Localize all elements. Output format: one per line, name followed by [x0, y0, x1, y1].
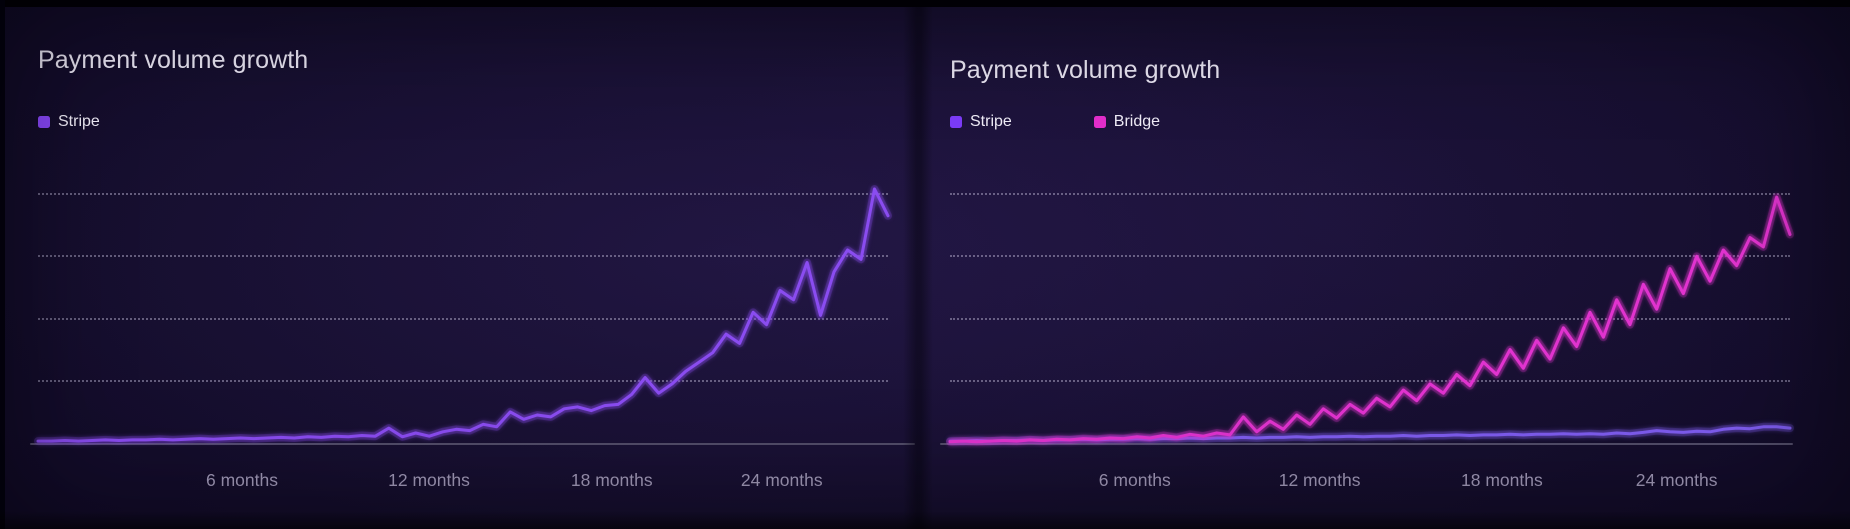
legend-swatch-stripe: [950, 116, 962, 128]
letterbox-top: [0, 0, 1850, 7]
x-axis-label: 6 months: [206, 470, 278, 490]
x-axis-label: 24 months: [1635, 470, 1718, 490]
chart-panel-left: Payment volume growth Stripe 6 months 12 …: [0, 0, 915, 529]
plot-area: 6 months 12 months 18 months 24 months: [30, 149, 915, 490]
chart-canvas: [38, 149, 888, 445]
gridline: [38, 255, 888, 258]
series-line-glow-stripe: [38, 189, 888, 441]
letterbox-left: [0, 0, 5, 529]
series-line-bridge: [950, 197, 1790, 442]
legend-label-bridge: Bridge: [1113, 113, 1161, 130]
legend-swatch-bridge: [1093, 116, 1106, 128]
x-axis-label: 18 months: [1461, 470, 1543, 490]
legend-label-stripe: Stripe: [970, 113, 1012, 130]
gridline: [950, 255, 1790, 258]
gridline: [38, 193, 888, 195]
legend-swatch-stripe: [38, 116, 50, 128]
chart-canvas: [950, 149, 1790, 445]
chart-title: Payment volume growth: [950, 56, 1221, 84]
gridline: [38, 317, 888, 320]
x-axis-label: 24 months: [740, 470, 823, 490]
x-axis-label: 18 months: [570, 470, 653, 490]
chart-title: Payment volume growth: [38, 46, 309, 74]
legend-item-stripe: Stripe: [38, 114, 100, 130]
legend-item-bridge: Bridge: [1093, 113, 1161, 130]
series-line-stripe: [38, 189, 888, 441]
gridline: [38, 379, 888, 382]
legend-item-stripe: Stripe: [950, 114, 1012, 130]
chart-panel-right: Payment volume growth Stripe Bridge 6 mon…: [915, 0, 1850, 529]
x-axis-label: 12 months: [388, 470, 470, 490]
gridline: [950, 193, 1790, 195]
x-axis-label: 12 months: [1278, 470, 1361, 490]
x-axis-label: 6 months: [1098, 470, 1171, 490]
legend: Stripe: [38, 114, 100, 130]
gridline: [950, 317, 1790, 320]
gridline: [950, 379, 1790, 382]
plot-area: 6 months 12 months 18 months 24 months: [940, 149, 1790, 490]
x-axis-baseline: [30, 443, 915, 445]
legend-label-stripe: Stripe: [58, 113, 100, 130]
x-axis-baseline: [940, 443, 1793, 445]
legend: Stripe Bridge: [950, 114, 1160, 130]
